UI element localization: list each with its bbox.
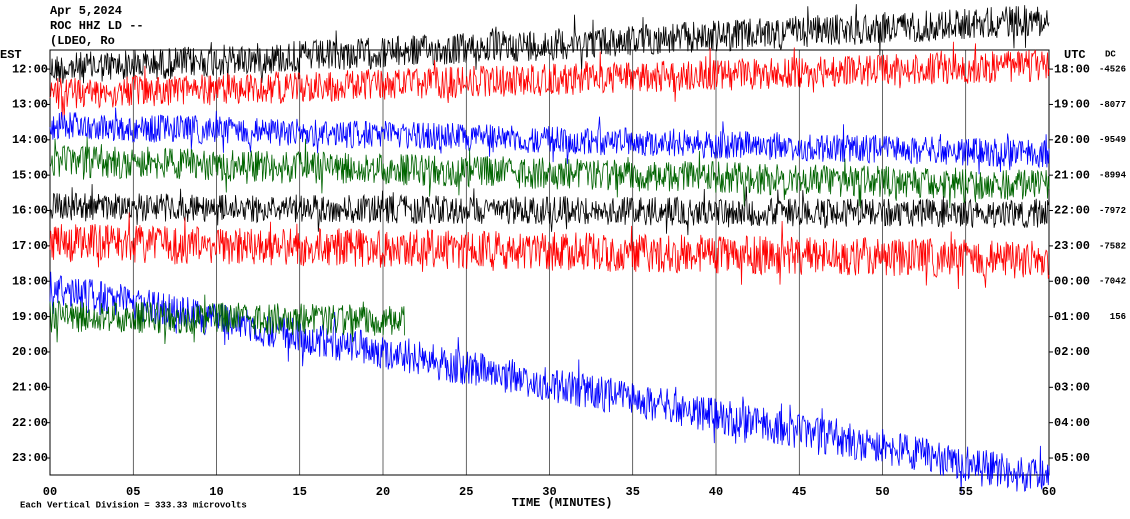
header-line: (LDEO, Ro <box>50 34 115 48</box>
header-line: ROC HHZ LD -- <box>50 19 144 33</box>
y2-tick-label: 21:00 <box>1054 168 1090 182</box>
footer: Each Vertical Division = 333.33 microvol… <box>20 500 247 510</box>
left-axis-title: EST <box>0 48 22 62</box>
y-tick-label: 18:00 <box>12 274 48 288</box>
x-tick-label: 35 <box>626 485 640 499</box>
y-tick-label: 15:00 <box>12 168 48 182</box>
seismic-trace <box>49 184 1050 236</box>
seismic-trace <box>49 4 1050 84</box>
seismic-trace <box>49 136 1050 209</box>
x-tick-label: 60 <box>1042 485 1056 499</box>
dc-value: -4526 <box>1099 64 1126 74</box>
x-tick-label: 05 <box>126 485 140 499</box>
y-tick-label: 13:00 <box>12 98 48 112</box>
header-line: Apr 5,2024 <box>50 4 122 18</box>
y2-tick-label: 02:00 <box>1054 345 1090 359</box>
y-tick-label: 19:00 <box>12 310 48 324</box>
dc-value: -8077 <box>1099 100 1126 110</box>
dc-title: DC <box>1105 49 1116 59</box>
x-axis-title: TIME (MINUTES) <box>512 496 613 510</box>
y-tick-label: 16:00 <box>12 204 48 218</box>
dc-value: 156 <box>1110 312 1126 322</box>
y2-tick-label: 20:00 <box>1054 133 1090 147</box>
x-tick-label: 30 <box>542 485 556 499</box>
seismic-trace <box>49 212 1050 290</box>
dc-value: -7042 <box>1099 277 1126 287</box>
x-tick-label: 55 <box>959 485 973 499</box>
y2-tick-label: 00:00 <box>1054 274 1090 288</box>
seismic-trace <box>49 107 1050 175</box>
y-tick-label: 17:00 <box>12 239 48 253</box>
x-tick-label: 40 <box>709 485 723 499</box>
y-tick-label: 20:00 <box>12 345 48 359</box>
x-tick-label: 50 <box>875 485 889 499</box>
seismic-trace <box>49 294 405 345</box>
y-tick-label: 12:00 <box>12 62 48 76</box>
y2-tick-label: 04:00 <box>1054 416 1090 430</box>
y2-tick-label: 05:00 <box>1054 451 1090 465</box>
y-tick-label: 14:00 <box>12 133 48 147</box>
right-axis-title: UTC <box>1064 48 1086 62</box>
y-tick-label: 21:00 <box>12 380 48 394</box>
dc-value: -7972 <box>1099 206 1126 216</box>
dc-value: -8994 <box>1099 171 1127 181</box>
y2-tick-label: 18:00 <box>1054 62 1090 76</box>
y2-tick-label: 19:00 <box>1054 98 1090 112</box>
seismic-trace <box>49 41 1050 120</box>
y-tick-label: 23:00 <box>12 451 48 465</box>
y2-tick-label: 23:00 <box>1054 239 1090 253</box>
x-tick-label: 20 <box>376 485 390 499</box>
x-tick-label: 25 <box>459 485 473 499</box>
dc-value: -9549 <box>1099 135 1126 145</box>
y2-tick-label: 01:00 <box>1054 310 1090 324</box>
x-tick-label: 45 <box>792 485 806 499</box>
x-tick-label: 15 <box>293 485 307 499</box>
dc-value: -7582 <box>1099 241 1126 251</box>
x-tick-label: 10 <box>209 485 223 499</box>
x-tick-label: 00 <box>43 485 57 499</box>
y-tick-label: 22:00 <box>12 416 48 430</box>
y2-tick-label: 22:00 <box>1054 204 1090 218</box>
y2-tick-label: 03:00 <box>1054 380 1090 394</box>
